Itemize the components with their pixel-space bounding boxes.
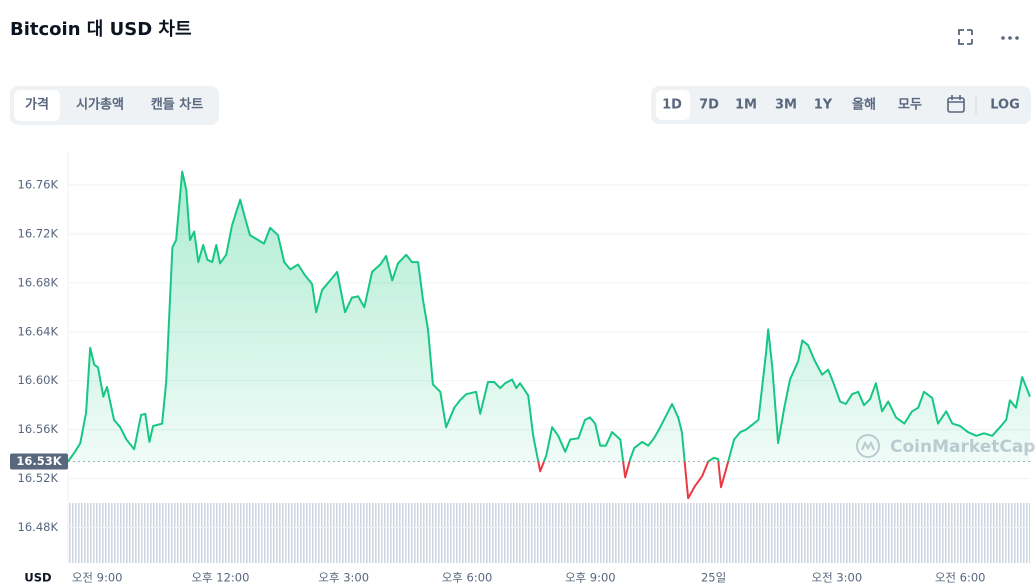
y-tick-label: 16.56K (18, 422, 59, 436)
fullscreen-icon[interactable] (958, 29, 973, 45)
chart-title: Bitcoin 대 USD 차트 (10, 19, 192, 40)
range-button[interactable]: 7D (699, 98, 719, 113)
tab[interactable]: 가격 (25, 98, 49, 113)
y-tick-label: 16.72K (18, 226, 59, 240)
reference-label: 16.53K (16, 454, 62, 468)
reference-badge (10, 453, 68, 470)
tab[interactable]: 시가총액 (76, 97, 124, 113)
range-button[interactable]: 올해 (852, 97, 876, 113)
calendar-icon[interactable] (947, 95, 965, 113)
range-button[interactable]: 1M (735, 98, 757, 113)
range-button[interactable]: 1Y (814, 98, 833, 113)
volume-bars (68, 503, 1030, 563)
tab-bar (10, 86, 219, 125)
x-tick-label: 오후 9:00 (565, 571, 616, 585)
range-active (656, 90, 690, 120)
axis-unit: USD (24, 571, 51, 585)
y-tick-label: 16.68K (18, 275, 59, 289)
range-button[interactable]: 1D (662, 98, 682, 113)
range-button[interactable]: 모두 (898, 98, 922, 113)
price-line (67, 170, 1031, 500)
area (68, 171, 1030, 462)
x-tick-label: 오후 12:00 (191, 571, 249, 585)
range-button[interactable]: 3M (775, 98, 797, 113)
range-bar (651, 86, 1031, 124)
x-tick-label: 오전 3:00 (812, 571, 863, 585)
x-tick-label: 오후 6:00 (442, 571, 493, 585)
y-tick-label: 16.52K (18, 471, 59, 485)
tab-active (14, 90, 60, 121)
more-icon[interactable] (1001, 36, 1019, 40)
x-tick-label: 오전 9:00 (72, 571, 123, 585)
y-tick-label: 16.48K (18, 520, 59, 534)
tab[interactable]: 캔들 차트 (151, 97, 203, 113)
log-button[interactable]: LOG (990, 98, 1020, 113)
y-tick-label: 16.60K (18, 373, 59, 387)
x-tick-label: 오전 6:00 (935, 571, 986, 585)
y-tick-label: 16.64K (18, 324, 59, 338)
x-tick-label: 25일 (701, 571, 726, 585)
y-tick-label: 16.76K (18, 178, 59, 192)
x-tick-label: 오후 3:00 (318, 571, 369, 585)
